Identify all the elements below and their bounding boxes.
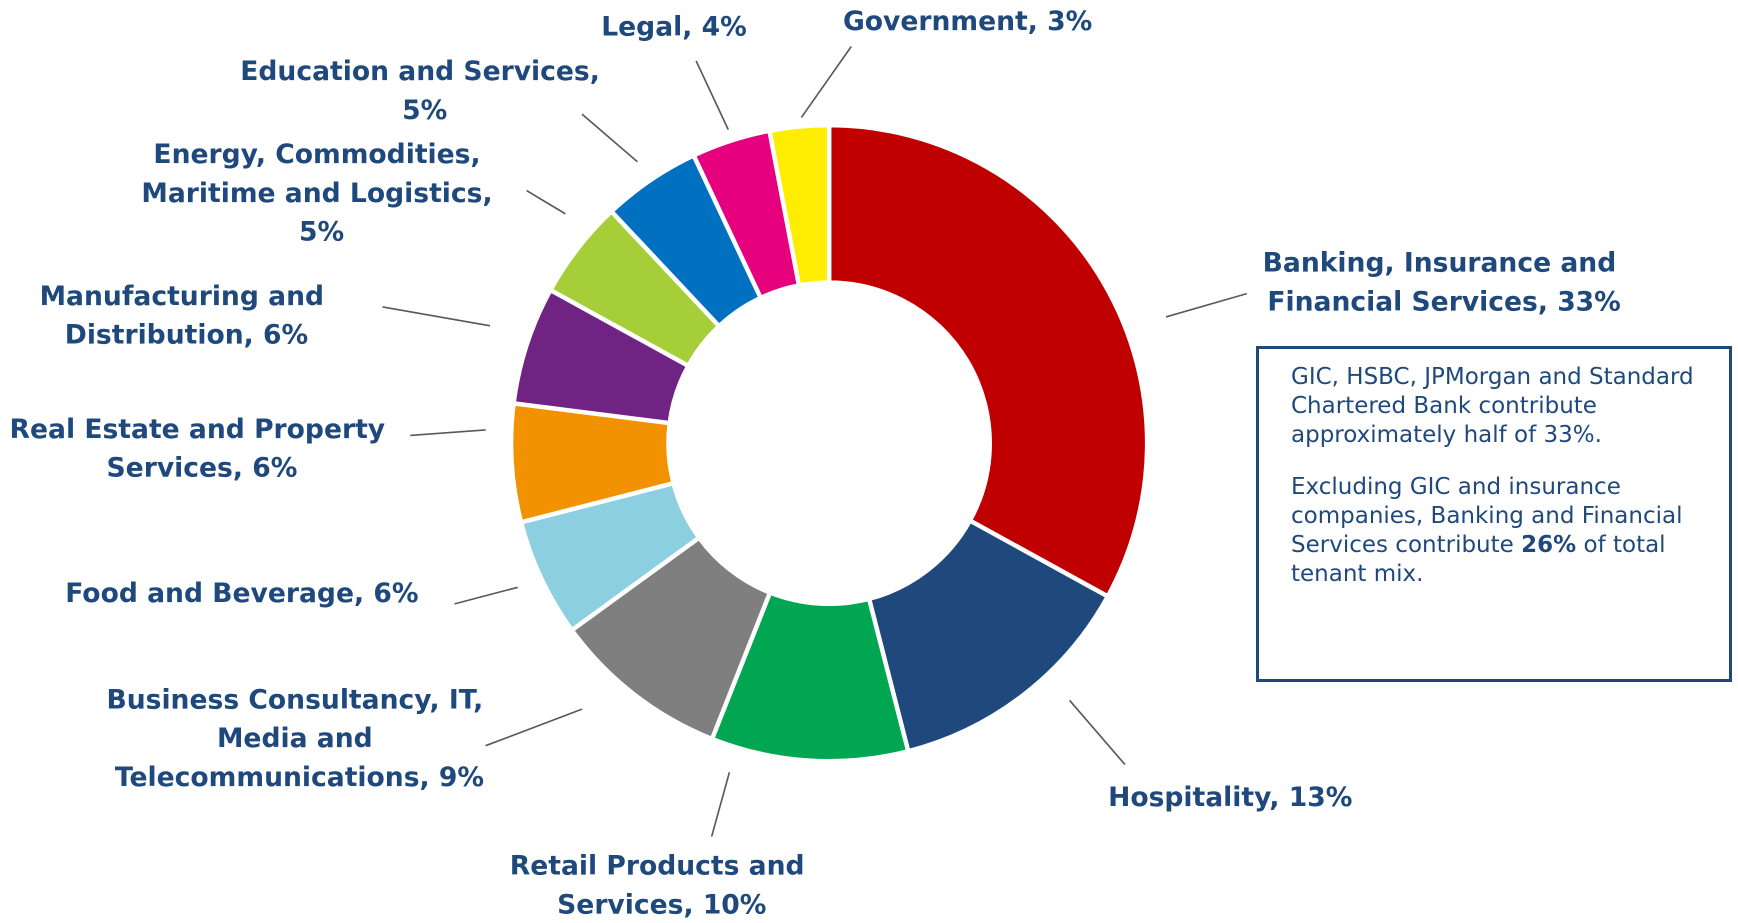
slice-label: Manufacturing and Distribution, 6%	[40, 280, 334, 350]
leader-line	[581, 113, 638, 163]
leader-line	[526, 189, 566, 215]
leader-line	[710, 772, 731, 837]
note-text: of total tenant mix.	[1291, 532, 1666, 587]
slice-label: Hospitality, 13%	[1108, 781, 1352, 812]
leader-line	[800, 46, 852, 118]
leader-line	[1165, 292, 1248, 318]
slice	[826, 122, 1150, 600]
slice-label: Government, 3%	[843, 6, 1092, 37]
slice-label: Retail Products and Services, 10%	[510, 850, 814, 920]
leader-line	[382, 306, 491, 327]
slice	[766, 122, 832, 288]
leader-line	[454, 586, 518, 605]
note-text: Excluding GIC and insurance companies, B…	[1291, 474, 1683, 558]
slice-label: Banking, Insurance and Financial Service…	[1263, 247, 1626, 317]
slice	[866, 517, 1111, 754]
slice-label: Food and Beverage, 6%	[65, 577, 418, 608]
note-box: GIC, HSBC, JPMorgan and Standard Charter…	[1256, 346, 1732, 682]
note-text: GIC, HSBC, JPMorgan and Standard Charter…	[1291, 364, 1694, 448]
leader-line	[410, 429, 486, 437]
note-paragraph: GIC, HSBC, JPMorgan and Standard Charter…	[1291, 363, 1719, 450]
slice-label: Real Estate and Property Services, 6%	[10, 413, 395, 483]
note-bold: 26%	[1521, 532, 1577, 558]
leader-line	[485, 708, 583, 747]
note-paragraph: Excluding GIC and insurance companies, B…	[1291, 473, 1719, 589]
leader-line	[1068, 699, 1126, 766]
slice-label: Energy, Commodities, Maritime and Logist…	[141, 139, 501, 248]
slice-label: Business Consultancy, IT, Media and Tele…	[106, 684, 492, 793]
leader-line	[695, 60, 730, 130]
slice-label: Legal, 4%	[601, 11, 747, 42]
slice-label: Education and Services, 5%	[240, 56, 609, 126]
